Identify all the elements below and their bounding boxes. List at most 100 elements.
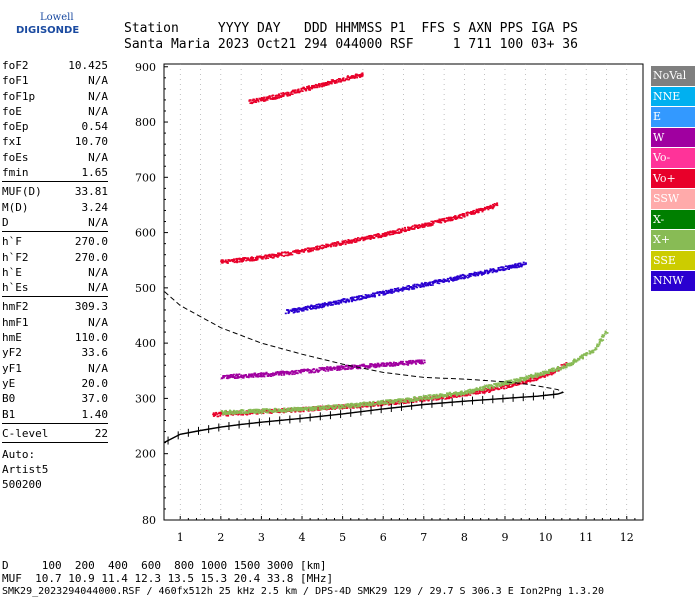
echo-point: [307, 409, 310, 412]
echo-point: [360, 295, 363, 297]
echo-point: [457, 216, 460, 219]
echo-point: [353, 239, 356, 242]
echo-point: [385, 289, 388, 292]
echo-point: [398, 231, 401, 234]
echo-point: [589, 353, 592, 355]
echo-point: [382, 294, 385, 296]
echo-point: [423, 359, 426, 362]
echo-point: [300, 408, 303, 410]
echo-point: [330, 408, 333, 410]
echo-point: [406, 398, 409, 401]
echo-point: [470, 272, 473, 275]
echo-point: [452, 393, 455, 395]
echo-point: [463, 274, 466, 277]
param-value: N/A: [88, 361, 108, 375]
echo-point: [366, 295, 369, 298]
echo-point: [348, 403, 351, 406]
echo-point: [426, 223, 429, 225]
echo-point: [302, 307, 305, 310]
echo-point: [483, 208, 486, 211]
echo-point: [352, 75, 355, 77]
echo-point: [490, 384, 493, 386]
echo-point: [534, 377, 537, 380]
echo-point: [419, 362, 421, 364]
echo-point: [488, 388, 491, 391]
echo-point: [508, 382, 511, 384]
echo-point: [503, 382, 506, 384]
param-separator: [2, 422, 108, 424]
echo-point: [251, 257, 254, 260]
echo-point: [422, 362, 425, 365]
param-separator: [2, 442, 108, 444]
echo-point: [332, 301, 335, 304]
echo-point: [331, 406, 334, 408]
echo-point: [566, 364, 569, 367]
echo-point: [240, 259, 243, 262]
echo-point: [270, 256, 272, 258]
echo-point: [367, 294, 370, 297]
echo-point: [311, 406, 314, 408]
echo-point: [415, 401, 418, 403]
echo-point: [240, 409, 243, 411]
echo-point: [437, 395, 440, 398]
echo-point: [272, 94, 274, 97]
echo-point: [483, 386, 486, 388]
echo-point: [339, 407, 342, 409]
echo-point: [489, 269, 492, 272]
echo-point: [450, 396, 453, 398]
echo-point: [381, 290, 384, 293]
echo-point: [313, 305, 316, 307]
echo-point: [493, 205, 496, 207]
echo-point: [216, 413, 219, 415]
echo-point: [386, 233, 388, 236]
echo-point: [464, 390, 467, 392]
param-row: foF2 10.425: [2, 58, 108, 73]
echo-point: [390, 233, 393, 236]
echo-point: [448, 396, 451, 398]
echo-point: [495, 387, 498, 390]
echo-point: [521, 380, 524, 383]
echo-point: [376, 362, 379, 365]
echo-point: [411, 288, 414, 290]
echo-point: [471, 392, 474, 394]
echo-point: [598, 341, 601, 343]
echo-point: [491, 271, 494, 274]
echo-point: [281, 252, 284, 254]
echo-point: [326, 304, 329, 307]
echo-point: [303, 368, 306, 371]
echo-point: [491, 207, 494, 210]
echo-point: [379, 400, 382, 402]
echo-point: [414, 398, 417, 401]
echo-point: [310, 409, 313, 411]
echo-point: [572, 363, 574, 366]
echo-point: [212, 413, 215, 416]
echo-point: [446, 279, 449, 282]
echo-point: [327, 407, 330, 409]
echo-point: [329, 81, 331, 83]
echo-point: [461, 215, 464, 217]
echo-point: [344, 301, 347, 304]
echo-point: [525, 382, 528, 385]
echo-point: [293, 307, 296, 310]
plot-frame: [163, 63, 644, 521]
echo-point: [477, 271, 480, 274]
echo-point: [326, 407, 329, 410]
echo-point: [384, 293, 387, 295]
echo-point: [456, 276, 458, 278]
echo-point: [344, 79, 347, 81]
echo-point: [460, 217, 463, 219]
echo-point: [598, 342, 601, 344]
echo-point: [257, 100, 260, 103]
logo-digisonde: DIGISONDE: [16, 25, 80, 36]
echo-point: [295, 407, 298, 409]
echo-point: [229, 413, 232, 415]
echo-point: [268, 409, 271, 412]
echo-point: [493, 383, 496, 386]
echo-point: [473, 388, 476, 391]
echo-point: [522, 379, 525, 382]
echo-point: [511, 382, 514, 385]
echo-point: [394, 288, 397, 290]
echo-point: [441, 218, 444, 220]
echo-point: [426, 284, 429, 286]
echo-point: [300, 249, 302, 252]
